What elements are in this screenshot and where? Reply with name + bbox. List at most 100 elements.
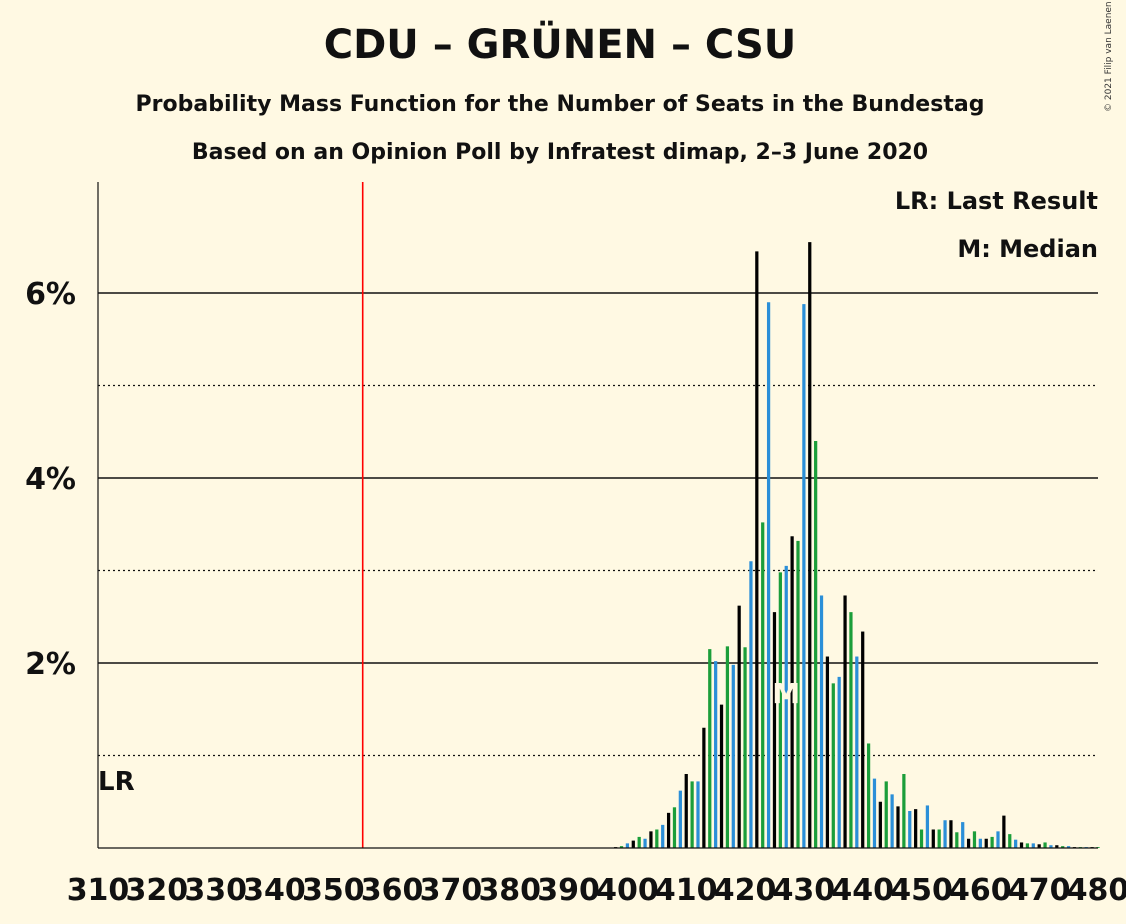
bar-seats-427 <box>784 565 788 848</box>
bar-seats-466 <box>1014 839 1018 848</box>
bar-seats-459 <box>972 831 977 848</box>
bar-seats-420 <box>743 647 747 848</box>
bar-seats-435 <box>831 683 835 848</box>
bar-seats-438 <box>849 612 853 848</box>
bar-seats-401 <box>631 840 635 848</box>
bar-seats-436 <box>837 676 841 848</box>
x-tick-label: 420 <box>714 873 777 908</box>
bar-seats-407 <box>666 812 671 848</box>
x-tick-label: 340 <box>243 873 306 908</box>
x-tick-label: 320 <box>126 873 189 908</box>
bar-seats-423 <box>761 522 765 848</box>
bar-seats-475 <box>1066 846 1071 848</box>
x-tick-label: 470 <box>1008 873 1071 908</box>
bar-seats-464 <box>1002 815 1006 848</box>
y-tick-label: 6% <box>25 277 76 312</box>
bar-seats-443 <box>878 801 882 848</box>
gridlines <box>98 292 1098 757</box>
bar-seats-460 <box>978 838 982 848</box>
bar-seats-412 <box>696 781 700 848</box>
x-tick-label: 390 <box>537 873 600 908</box>
bar-seats-409 <box>678 790 682 848</box>
x-tick-label: 400 <box>596 873 659 908</box>
y-tick-label: 4% <box>25 462 76 497</box>
bar-seats-419 <box>737 605 741 848</box>
bar-seats-428 <box>790 536 794 848</box>
bar-seats-471 <box>1043 842 1047 848</box>
chart-subtitle: Probability Mass Function for the Number… <box>135 92 985 117</box>
bar-seats-447 <box>902 774 906 848</box>
last-result-label: LR <box>98 767 135 797</box>
bar-seats-468 <box>1025 843 1030 848</box>
bar-seats-439 <box>855 656 859 848</box>
bar-seats-399 <box>619 846 624 848</box>
bar-seats-402 <box>637 836 641 848</box>
bar-seats-418 <box>731 664 735 848</box>
bar-seats-424 <box>766 302 771 848</box>
bar-seats-441 <box>866 743 871 848</box>
bar-seats-421 <box>749 561 753 848</box>
bar-seats-449 <box>914 809 918 848</box>
bar-seats-417 <box>725 646 730 848</box>
x-tick-label: 410 <box>655 873 718 908</box>
bar-seats-432 <box>814 441 818 848</box>
bar-seats-450 <box>919 829 924 848</box>
x-tick-label: 350 <box>302 873 365 908</box>
bar-seats-469 <box>1031 843 1035 848</box>
x-tick-label: 360 <box>361 873 424 908</box>
bar-seats-446 <box>896 806 900 848</box>
bar-seats-411 <box>690 781 694 848</box>
x-tick-label: 460 <box>949 873 1012 908</box>
y-tick-label: 2% <box>25 647 76 682</box>
bar-seats-458 <box>966 838 971 848</box>
bar-seats-465 <box>1008 834 1012 848</box>
x-tick-label: 440 <box>831 873 894 908</box>
bar-seats-445 <box>890 794 894 848</box>
bar-seats-413 <box>702 727 706 848</box>
bar-seats-410 <box>684 774 688 848</box>
bar-seats-454 <box>943 820 947 848</box>
bar-seats-462 <box>990 836 994 848</box>
bar-seats-467 <box>1019 842 1024 848</box>
x-tick-label: 310 <box>67 873 130 908</box>
bar-seats-414 <box>708 649 712 848</box>
legend-last-result: LR: Last Result <box>895 187 1098 215</box>
bars <box>614 242 1100 849</box>
bar-seats-448 <box>908 811 912 848</box>
bar-seats-408 <box>672 807 677 848</box>
bar-seats-437 <box>843 595 847 848</box>
y-axis-ticks: 2% 4% 6% <box>25 277 76 682</box>
bar-seats-425 <box>772 612 777 848</box>
x-tick-label: 480 <box>1067 873 1126 908</box>
legend-median: M: Median <box>957 235 1098 263</box>
x-tick-label: 430 <box>773 873 836 908</box>
bar-seats-400 <box>625 843 630 848</box>
bar-seats-434 <box>825 656 830 848</box>
bar-seats-426 <box>778 572 782 848</box>
bar-seats-456 <box>955 832 959 848</box>
bar-seats-453 <box>937 829 941 848</box>
x-axis-ticks: 3103203303403503603703803904004104204304… <box>67 873 1126 908</box>
bar-seats-455 <box>949 820 953 848</box>
bar-seats-452 <box>931 829 935 848</box>
bar-seats-461 <box>984 838 988 848</box>
bar-seats-472 <box>1049 845 1053 848</box>
bar-seats-415 <box>714 661 718 848</box>
bar-seats-405 <box>655 829 659 848</box>
x-tick-label: 380 <box>478 873 541 908</box>
bar-seats-442 <box>872 778 877 848</box>
bar-seats-404 <box>649 831 653 848</box>
bar-seats-430 <box>802 304 806 849</box>
x-tick-label: 450 <box>890 873 953 908</box>
bar-seats-451 <box>925 805 930 848</box>
bar-seats-463 <box>996 831 1000 848</box>
bar-seats-422 <box>755 251 759 848</box>
chart-source-line: Based on an Opinion Poll by Infratest di… <box>191 140 929 165</box>
bar-seats-416 <box>719 704 724 848</box>
bar-seats-403 <box>643 838 647 848</box>
x-tick-label: 330 <box>184 873 247 908</box>
bar-seats-457 <box>961 822 965 848</box>
bar-seats-429 <box>796 540 800 848</box>
bar-seats-431 <box>808 242 812 848</box>
